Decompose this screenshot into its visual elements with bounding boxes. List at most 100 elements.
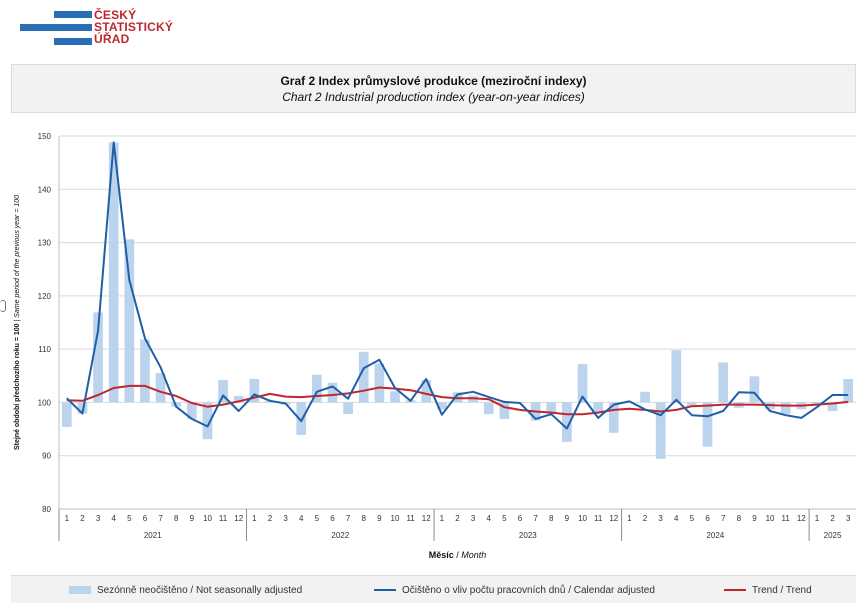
csu-logo: ČESKÝ STATISTICKÝ ÚŘAD	[20, 8, 190, 50]
x-month-label: 2	[830, 514, 835, 523]
bar-not-seasonally-adjusted	[608, 402, 619, 433]
x-month-label: 7	[533, 514, 538, 523]
x-month-label: 12	[234, 514, 243, 523]
x-month-label: 10	[766, 514, 775, 523]
logo-bars	[20, 8, 92, 50]
x-year-label: 2025	[824, 531, 842, 540]
legend-item-calendar-adjusted: Očištěno o vliv počtu pracovních dnů / C…	[374, 585, 655, 596]
bar-not-seasonally-adjusted	[843, 378, 854, 403]
y-axis-title-cz: Stejné období předchozího roku = 100	[14, 323, 21, 450]
bar-not-seasonally-adjusted	[202, 402, 213, 440]
x-month-label: 12	[609, 514, 618, 523]
x-month-label: 1	[815, 514, 820, 523]
y-tick-label: 130	[38, 239, 52, 248]
bar-not-seasonally-adjusted	[93, 312, 103, 403]
bar-not-seasonally-adjusted	[718, 362, 729, 403]
bar-not-seasonally-adjusted	[124, 239, 135, 403]
x-axis-title: Měsíc / Month	[429, 550, 487, 560]
x-month-label: 2	[80, 514, 85, 523]
legend-swatch-blue-line	[374, 589, 396, 592]
x-month-label: 1	[440, 514, 445, 523]
bar-not-seasonally-adjusted	[421, 380, 432, 403]
x-month-label: 5	[690, 514, 695, 523]
y-tick-label: 80	[42, 505, 51, 514]
x-year-label: 2021	[144, 531, 162, 540]
bar-not-seasonally-adjusted	[155, 373, 166, 403]
x-month-label: 1	[252, 514, 257, 523]
chart-subtitle: Chart 2 Industrial production index (yea…	[282, 90, 585, 104]
bar-not-seasonally-adjusted	[749, 376, 760, 403]
x-month-label: 11	[594, 514, 603, 523]
x-axis-title-cz: Měsíc	[429, 550, 454, 560]
x-month-label: 9	[752, 514, 757, 523]
x-month-label: 11	[406, 514, 415, 523]
x-month-label: 7	[721, 514, 726, 523]
logo-line-3: ÚŘAD	[94, 32, 130, 46]
x-month-label: 5	[315, 514, 320, 523]
bar-not-seasonally-adjusted	[358, 351, 369, 403]
bar-not-seasonally-adjusted	[655, 402, 666, 459]
side-scroll-marker	[0, 300, 6, 312]
bar-not-seasonally-adjusted	[249, 378, 260, 403]
x-month-label: 1	[627, 514, 632, 523]
bar-not-seasonally-adjusted	[593, 402, 603, 413]
x-month-label: 8	[362, 514, 367, 523]
bar-not-seasonally-adjusted	[374, 363, 385, 403]
y-tick-label: 110	[38, 345, 51, 354]
x-month-label: 8	[737, 514, 742, 523]
x-month-label: 3	[471, 514, 476, 523]
legend-item-not-adjusted: Sezónně neočištěno / Not seasonally adju…	[69, 585, 302, 596]
legend-swatch-bar	[69, 586, 91, 595]
bar-not-seasonally-adjusted	[702, 402, 713, 447]
x-month-label: 8	[174, 514, 179, 523]
bar-not-seasonally-adjusted	[687, 402, 697, 407]
bar-not-seasonally-adjusted	[343, 402, 353, 415]
legend-label-not-adjusted: Sezónně neočištěno / Not seasonally adju…	[97, 585, 303, 596]
logo-line-2: STATISTICKÝ	[94, 20, 174, 34]
y-tick-label: 90	[42, 452, 51, 461]
bar-not-seasonally-adjusted	[140, 339, 150, 403]
trend-line	[66, 384, 849, 416]
calendar-adjusted-line	[66, 141, 849, 430]
x-axis-title-separator: /	[454, 550, 462, 560]
x-year-label: 2023	[519, 531, 537, 540]
x-month-label: 5	[127, 514, 132, 523]
chart-legend: Sezónně neočištěno / Not seasonally adju…	[11, 575, 856, 603]
logo-text: ČESKÝ STATISTICKÝ ÚŘAD	[94, 9, 173, 45]
chart-title: Graf 2 Index průmyslové produkce (meziro…	[280, 74, 587, 88]
bar-not-seasonally-adjusted	[218, 380, 228, 403]
bar-not-seasonally-adjusted	[562, 402, 572, 442]
y-axis-title-en: Same period of the previous year = 100	[14, 195, 21, 318]
bar-not-seasonally-adjusted	[483, 402, 494, 415]
x-month-label: 4	[299, 514, 304, 523]
bar-not-seasonally-adjusted	[312, 374, 322, 403]
bar-not-seasonally-adjusted	[671, 350, 682, 403]
x-year-label: 2024	[706, 531, 724, 540]
y-tick-label: 150	[38, 132, 52, 141]
x-year-label: 2022	[331, 531, 349, 540]
chart-title-box: Graf 2 Index průmyslové produkce (meziro…	[11, 64, 856, 113]
bar-not-seasonally-adjusted	[827, 402, 838, 411]
x-month-label: 10	[203, 514, 212, 523]
y-tick-label: 140	[38, 185, 52, 194]
x-month-label: 6	[143, 514, 148, 523]
legend-swatch-red-line	[724, 589, 746, 592]
x-month-label: 11	[782, 514, 791, 523]
y-axis-title: Stejné období předchozího roku = 100 | S…	[14, 195, 21, 450]
x-month-label: 9	[377, 514, 382, 523]
x-month-label: 10	[578, 514, 587, 523]
x-month-label: 7	[346, 514, 351, 523]
legend-label-trend: Trend / Trend	[752, 585, 812, 596]
x-month-label: 2	[455, 514, 460, 523]
y-tick-label: 120	[38, 292, 52, 301]
legend-item-trend: Trend / Trend	[724, 585, 812, 596]
y-axis-title-separator: |	[14, 318, 21, 324]
x-month-label: 12	[422, 514, 431, 523]
bar-not-seasonally-adjusted	[390, 391, 400, 403]
x-month-label: 4	[674, 514, 679, 523]
x-month-label: 6	[518, 514, 523, 523]
x-month-label: 7	[158, 514, 163, 523]
x-month-label: 10	[391, 514, 400, 523]
x-month-label: 3	[658, 514, 663, 523]
x-month-label: 5	[502, 514, 507, 523]
